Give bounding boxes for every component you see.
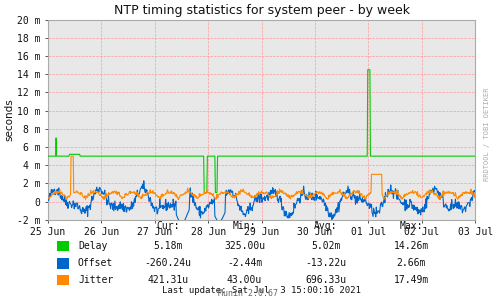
- Text: 14.26m: 14.26m: [394, 241, 429, 251]
- Text: Munin 2.0.67: Munin 2.0.67: [219, 289, 278, 298]
- Title: NTP timing statistics for system peer - by week: NTP timing statistics for system peer - …: [114, 4, 410, 17]
- Text: 421.31u: 421.31u: [147, 275, 188, 285]
- Text: Delay: Delay: [78, 241, 107, 251]
- Text: -260.24u: -260.24u: [144, 258, 191, 268]
- Text: 17.49m: 17.49m: [394, 275, 429, 285]
- Text: Jitter: Jitter: [78, 275, 113, 285]
- FancyBboxPatch shape: [57, 258, 70, 269]
- Text: 2.66m: 2.66m: [397, 258, 426, 268]
- Text: 43.00u: 43.00u: [227, 275, 262, 285]
- Text: -2.44m: -2.44m: [227, 258, 262, 268]
- Text: 696.33u: 696.33u: [305, 275, 346, 285]
- Text: Min:: Min:: [233, 221, 256, 231]
- Text: Avg:: Avg:: [314, 221, 337, 231]
- Text: Max:: Max:: [400, 221, 423, 231]
- Text: 5.18m: 5.18m: [153, 241, 182, 251]
- Text: Last update: Sat Jul  3 15:00:16 2021: Last update: Sat Jul 3 15:00:16 2021: [162, 286, 361, 295]
- Text: RRDTOOL / TOBI OETIKER: RRDTOOL / TOBI OETIKER: [484, 88, 490, 181]
- Text: Cur:: Cur:: [156, 221, 179, 231]
- Y-axis label: seconds: seconds: [4, 98, 14, 141]
- FancyBboxPatch shape: [57, 274, 70, 285]
- Text: -13.22u: -13.22u: [305, 258, 346, 268]
- Text: 325.00u: 325.00u: [224, 241, 265, 251]
- Text: 5.02m: 5.02m: [311, 241, 340, 251]
- Text: Offset: Offset: [78, 258, 113, 268]
- FancyBboxPatch shape: [57, 241, 70, 251]
